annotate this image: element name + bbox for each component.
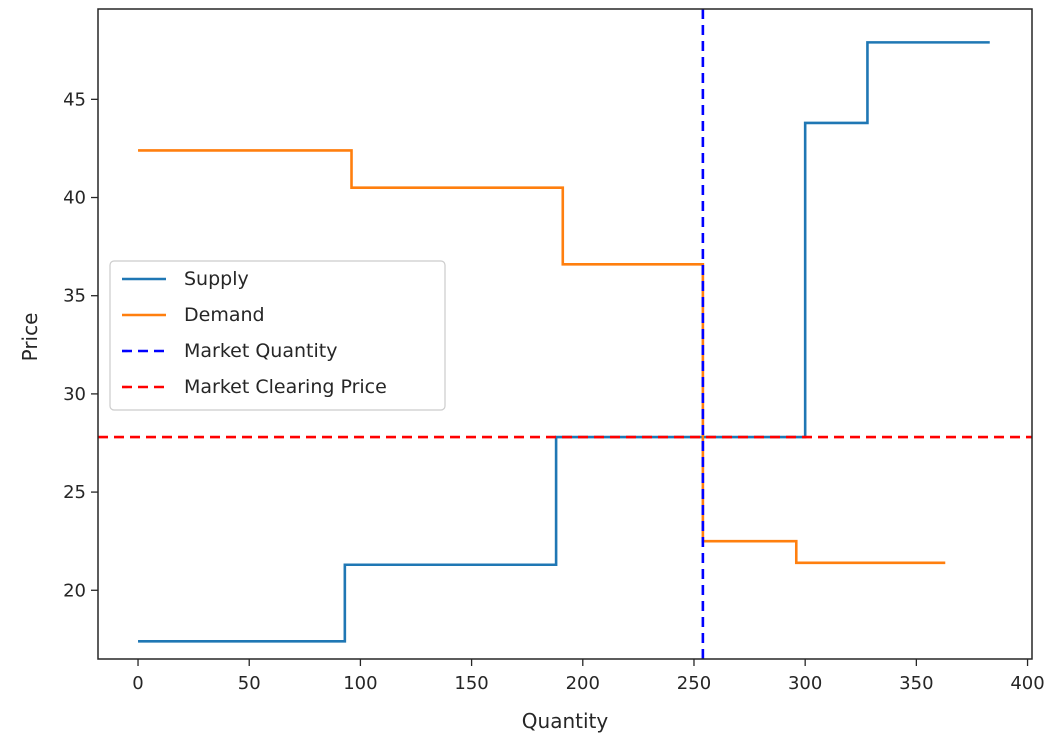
legend-label-market-quantity: Market Quantity (184, 340, 337, 362)
y-tick-label: 30 (63, 384, 86, 405)
y-tick-label: 20 (63, 580, 86, 601)
x-tick-label: 50 (238, 673, 261, 694)
x-tick-label: 350 (899, 673, 933, 694)
y-axis-ticks: 20 25 30 35 40 45 (63, 89, 98, 601)
y-tick-label: 25 (63, 482, 86, 503)
legend-items: Supply Demand Market Quantity Market Cleari… (122, 268, 387, 398)
x-tick-label: 100 (343, 673, 377, 694)
x-tick-label: 150 (454, 673, 488, 694)
x-axis-ticks: 0 50 100 150 200 250 300 350 400 (132, 659, 1045, 694)
y-tick-label: 45 (63, 89, 86, 110)
legend: Supply Demand Market Quantity Market Cleari… (109, 260, 446, 411)
legend-frame (109, 260, 446, 411)
series-layer (98, 9, 1032, 659)
x-tick-label: 300 (788, 673, 822, 694)
x-axis-label: Quantity (522, 709, 609, 733)
legend-label-demand: Demand (184, 304, 265, 326)
y-tick-label: 40 (63, 188, 86, 209)
x-tick-label: 200 (566, 673, 600, 694)
legend-label-market-clearing-price: Market Clearing Price (184, 376, 387, 398)
x-tick-label: 0 (132, 673, 143, 694)
demand-series-line (138, 149, 946, 565)
legend-label-supply: Supply (184, 268, 249, 290)
y-tick-label: 35 (63, 286, 86, 307)
plot-area-frame (97, 8, 1033, 660)
x-tick-label: 250 (677, 673, 711, 694)
x-tick-label: 400 (1010, 673, 1044, 694)
y-axis-label: Price (18, 313, 42, 362)
